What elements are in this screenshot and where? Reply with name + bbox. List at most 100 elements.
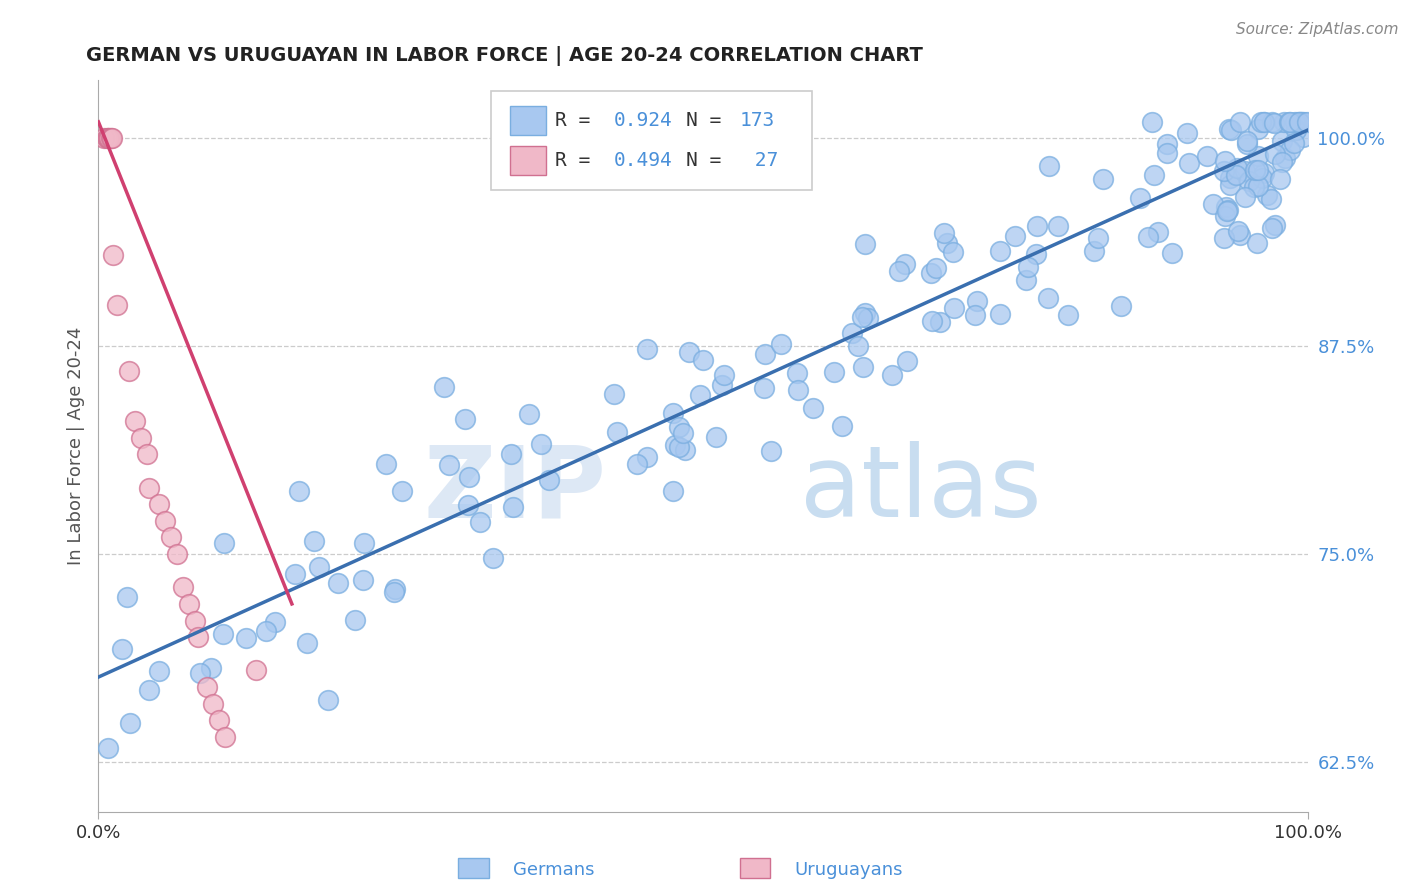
- Point: [1219, 171, 1241, 186]
- Text: Source: ZipAtlas.com: Source: ZipAtlas.com: [1236, 22, 1399, 37]
- Point: [100, 131, 122, 145]
- Point: [942, 244, 965, 259]
- Point: [1278, 143, 1301, 157]
- Point: [823, 365, 845, 379]
- Point: [966, 293, 988, 308]
- Point: [117, 590, 139, 604]
- Point: [668, 420, 690, 434]
- Point: [148, 497, 170, 511]
- Point: [1247, 179, 1270, 194]
- Point: [297, 636, 319, 650]
- Point: [470, 515, 492, 529]
- Point: [988, 244, 1011, 259]
- Point: [1056, 308, 1078, 322]
- Point: [1026, 219, 1049, 233]
- Point: [1291, 115, 1313, 129]
- Point: [786, 384, 808, 398]
- Text: 27: 27: [742, 152, 778, 170]
- Point: [673, 443, 696, 458]
- Point: [1111, 300, 1133, 314]
- Point: [1253, 166, 1275, 180]
- Point: [759, 444, 782, 458]
- Point: [1218, 121, 1240, 136]
- Point: [316, 692, 339, 706]
- Point: [160, 530, 183, 544]
- Text: 173: 173: [740, 111, 775, 130]
- Point: [1247, 121, 1270, 136]
- Point: [1225, 168, 1247, 182]
- Point: [97, 131, 120, 145]
- Point: [710, 377, 733, 392]
- Point: [1129, 191, 1152, 205]
- Point: [1260, 192, 1282, 206]
- Point: [344, 614, 367, 628]
- Point: [801, 401, 824, 415]
- Point: [97, 741, 120, 756]
- FancyBboxPatch shape: [492, 91, 811, 190]
- Point: [118, 364, 141, 378]
- Text: 0.494: 0.494: [613, 152, 672, 170]
- Point: [1263, 116, 1285, 130]
- Point: [853, 305, 876, 319]
- Point: [101, 248, 124, 262]
- Point: [502, 500, 524, 514]
- Text: N =: N =: [686, 152, 733, 170]
- Point: [851, 310, 873, 324]
- Point: [1256, 187, 1278, 202]
- Point: [1087, 230, 1109, 244]
- Point: [288, 484, 311, 499]
- Point: [269, 847, 291, 861]
- Point: [858, 311, 880, 326]
- Point: [100, 131, 122, 145]
- Point: [1272, 115, 1295, 129]
- Point: [235, 631, 257, 645]
- Point: [135, 447, 157, 461]
- Point: [1291, 115, 1313, 129]
- Point: [704, 429, 727, 443]
- Point: [1234, 164, 1257, 178]
- Point: [1092, 172, 1115, 186]
- Point: [1025, 247, 1047, 261]
- Y-axis label: In Labor Force | Age 20-24: In Labor Force | Age 20-24: [66, 326, 84, 566]
- Point: [1250, 115, 1272, 129]
- Point: [530, 437, 553, 451]
- Point: [138, 481, 160, 495]
- Point: [1268, 172, 1291, 186]
- Point: [188, 666, 211, 681]
- Point: [1251, 171, 1274, 186]
- Point: [936, 235, 959, 250]
- Point: [1236, 135, 1258, 149]
- Point: [692, 352, 714, 367]
- Point: [1295, 115, 1317, 129]
- Point: [1226, 161, 1249, 176]
- Point: [384, 585, 406, 599]
- FancyBboxPatch shape: [509, 146, 546, 176]
- Point: [1274, 151, 1296, 165]
- Point: [1289, 115, 1312, 129]
- Point: [187, 630, 209, 644]
- Point: [846, 338, 869, 352]
- Point: [1234, 190, 1257, 204]
- Point: [457, 498, 479, 512]
- Point: [754, 380, 776, 394]
- Text: GERMAN VS URUGUAYAN IN LABOR FORCE | AGE 20-24 CORRELATION CHART: GERMAN VS URUGUAYAN IN LABOR FORCE | AGE…: [86, 45, 924, 66]
- Text: ZIP: ZIP: [423, 442, 606, 539]
- Point: [606, 425, 628, 439]
- Point: [437, 458, 460, 472]
- Point: [672, 425, 695, 440]
- Point: [932, 227, 955, 241]
- Point: [943, 301, 966, 315]
- Point: [852, 359, 875, 374]
- Point: [965, 308, 987, 322]
- Point: [1004, 229, 1026, 244]
- Point: [153, 514, 176, 528]
- Point: [1229, 227, 1251, 242]
- Point: [1015, 273, 1038, 287]
- Point: [1278, 115, 1301, 129]
- Point: [537, 473, 560, 487]
- Point: [1213, 153, 1236, 168]
- FancyBboxPatch shape: [509, 106, 546, 135]
- Point: [831, 419, 853, 434]
- Point: [284, 566, 307, 581]
- Point: [129, 431, 152, 445]
